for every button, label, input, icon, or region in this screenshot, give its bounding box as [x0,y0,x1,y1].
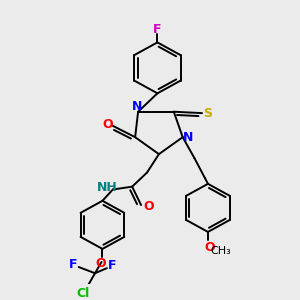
Text: Cl: Cl [76,287,90,300]
Text: O: O [96,256,106,269]
Text: O: O [204,241,215,254]
Text: CH₃: CH₃ [210,246,231,256]
Text: F: F [108,260,116,272]
Text: O: O [102,118,113,131]
Text: F: F [153,23,162,36]
Text: NH: NH [97,181,117,194]
Text: O: O [143,200,154,213]
Text: N: N [131,100,142,113]
Text: S: S [203,106,212,120]
Text: N: N [183,131,193,144]
Text: F: F [69,258,78,271]
